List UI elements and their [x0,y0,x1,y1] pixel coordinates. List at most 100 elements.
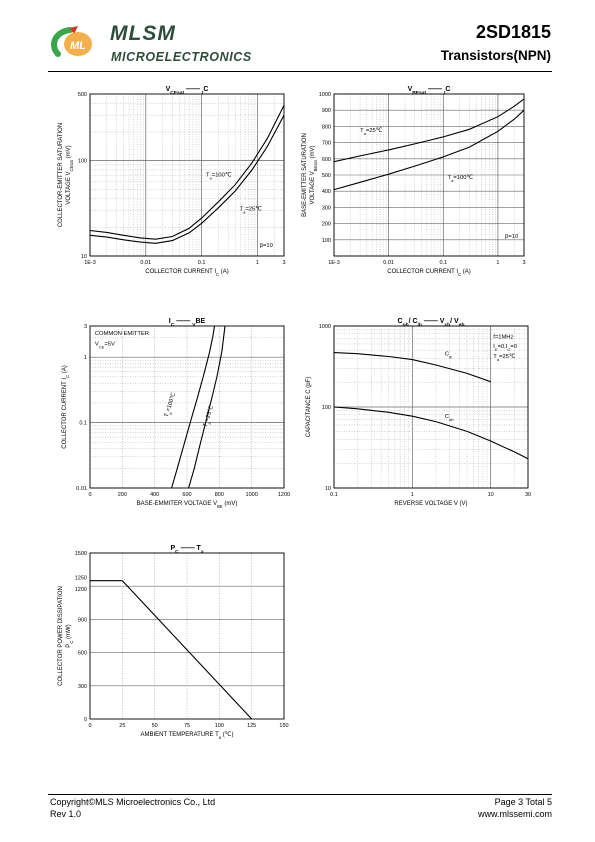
chart-annotation: Ta=100℃ [448,175,474,183]
y-axis-label: COLLECTOR-EMITTER SATURATION VOLTAGE VCEs… [58,123,74,227]
chart-title: PC —— Ta [170,545,203,555]
chart-annotation: Ta=25℃ [240,207,263,215]
chart-title: VBEsat —— IC [408,86,451,96]
x-tick-label: 0.01 [140,260,151,266]
chart-annotation: Ta=25℃ [493,354,516,362]
chart-annotation: Cib [445,352,453,360]
x-tick-label: 0 [88,723,91,729]
y-tick-label: 0.1 [79,421,87,427]
x-tick-label: 0.1 [198,260,206,266]
x-tick-label: 400 [150,492,159,498]
plot-frame [333,93,525,257]
x-tick-label: 25 [119,723,125,729]
x-tick-label: 30 [525,492,531,498]
footer-divider [48,794,552,795]
chart-annotation: VCE=5V [95,342,115,350]
x-tick-label: 800 [215,492,224,498]
x-tick-label: 1 [256,260,259,266]
y-tick-label: 1250 [75,576,87,582]
y-tick-label: 900 [322,108,331,114]
y-tick-label: 400 [322,189,331,195]
plot-frame [89,93,285,257]
series-line [188,325,226,489]
y-tick-label: 500 [322,173,331,179]
x-tick-label: 0.1 [439,260,447,266]
x-tick-label: 10 [488,492,494,498]
x-tick-label: 1 [496,260,499,266]
y-tick-label: 1000 [319,324,331,330]
chart-annotation: Ta=25℃ [360,128,383,136]
series-line [171,325,216,489]
series-line [90,580,253,720]
x-tick-label: 0.01 [383,260,394,266]
plot-area [333,93,525,257]
chart-title: Cob/ Cib —— Vcb/ Veb [398,318,465,328]
plot-frame [89,325,285,489]
y-tick-label: 1 [84,355,87,361]
chart-annotation: β=10 [260,243,273,249]
x-tick-label: 1000 [246,492,258,498]
plot-area [89,325,285,489]
plot-frame [89,552,285,720]
y-tick-label: 700 [322,141,331,147]
logo-text: ML [70,40,86,52]
series-line [89,114,285,244]
y-tick-label: 100 [322,405,331,411]
x-axis-label: COLLECTOR CURRENT IC (A) [387,269,471,277]
y-tick-label: 0 [84,717,87,723]
series-line [89,105,285,240]
y-tick-label: 500 [78,92,87,98]
plot-area [333,325,529,489]
x-axis-label: AMBIENT TEMPERATURE Ta (℃) [141,732,234,740]
x-axis-label: BASE-EMMITER VOLTAGE VBE (mV) [137,501,238,509]
x-tick-label: 200 [118,492,127,498]
mlsm-logo: ML [51,26,92,57]
y-tick-label: 600 [78,651,87,657]
y-tick-label: 900 [78,617,87,623]
chart-annotation: Ta=100℃ [164,392,179,419]
part-number: 2SD1815 [475,22,551,42]
series-line [333,352,491,383]
chart-title: VCEsat —— IC [166,86,209,96]
chart-annotation: f=1MHz [493,335,513,341]
brand-name: MLSM [110,22,176,45]
x-tick-label: 100 [215,723,224,729]
y-tick-label: 3 [84,324,87,330]
plot-area [89,552,285,720]
y-axis-label: CAPACITANCE C (pF) [306,377,312,437]
y-tick-label: 600 [322,157,331,163]
x-tick-label: 3 [522,260,525,266]
y-tick-label: 300 [322,205,331,211]
x-axis-label: COLLECTOR CURRENT IC (A) [145,269,229,277]
x-tick-label: 1E-3 [328,260,340,266]
series-line [333,406,529,460]
series-line [333,109,525,191]
x-tick-label: 50 [152,723,158,729]
x-tick-label: 3 [282,260,285,266]
y-tick-label: 1500 [75,551,87,557]
y-tick-label: 100 [78,159,87,165]
series-line [333,98,525,163]
x-tick-label: 125 [247,723,256,729]
chart-title: IC —— VBE [169,318,206,328]
y-tick-label: 10 [81,254,87,260]
x-tick-label: 1200 [278,492,290,498]
x-tick-label: 0.1 [330,492,338,498]
x-axis-label: REVERSE VOLTAGE V (V) [394,501,467,507]
website-url: www.mlssemi.com [477,809,552,819]
part-type: Transistors(NPN) [440,48,551,63]
chart-annotation: IE=0,IC=0 [493,344,517,352]
header-divider [48,71,552,72]
x-tick-label: 600 [182,492,191,498]
y-tick-label: 1000 [319,92,331,98]
y-axis-label: COLLECTOR POWER DISSIPATION PC (mW) [58,586,74,686]
y-tick-label: 0.01 [76,486,87,492]
x-tick-label: 150 [279,723,288,729]
y-tick-label: 1200 [75,587,87,593]
x-tick-label: 1E-3 [84,260,96,266]
y-tick-label: 100 [322,238,331,244]
chart-annotation: Ta=100℃ [206,173,232,181]
